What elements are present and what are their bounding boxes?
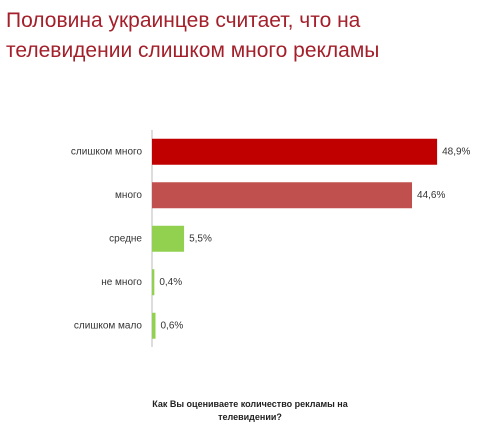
footnote: Как Вы оцениваете количество рекламы на … <box>152 399 348 422</box>
category-label: много <box>115 190 142 201</box>
value-label: 0,6% <box>160 320 183 331</box>
category-label: слишком мало <box>74 320 143 331</box>
category-label: не много <box>101 277 142 288</box>
value-label: 48,9% <box>442 146 470 157</box>
value-label: 5,5% <box>189 233 212 244</box>
bar <box>152 138 438 165</box>
chart-title: Половина украинцев считает, что на телев… <box>6 9 380 62</box>
category-label: слишком много <box>71 146 143 157</box>
value-label: 44,6% <box>417 190 445 201</box>
bar <box>152 312 156 339</box>
bar <box>152 269 155 296</box>
bar <box>152 225 185 252</box>
bar <box>152 182 413 209</box>
category-label: средне <box>109 233 142 244</box>
value-label: 0,4% <box>159 277 182 288</box>
